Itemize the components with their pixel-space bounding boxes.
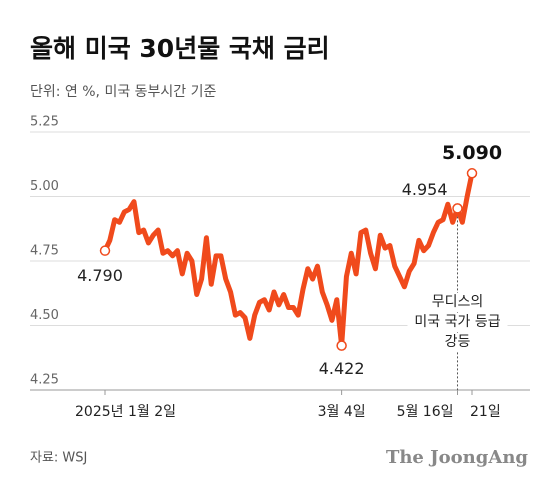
annotation-bg <box>407 313 508 331</box>
x-tick-label: 3월 4일 <box>318 404 366 420</box>
annotation: 강등 <box>445 334 471 350</box>
annotation: 무디스의 <box>432 294 484 310</box>
y-tick-label: 4.75 <box>30 244 59 259</box>
value-label: 4.790 <box>77 266 123 285</box>
annotation-bg <box>407 293 508 311</box>
line <box>102 170 475 349</box>
y-tick-label: 4.25 <box>30 373 59 388</box>
point-marker <box>452 203 463 214</box>
point-marker <box>466 168 478 179</box>
y-tick-label: 5.00 <box>30 179 59 194</box>
y-tick-label: 4.50 <box>30 308 59 323</box>
x-tick-label: 21일 <box>470 404 501 420</box>
chart-subtitle: 단위: 연 %, 미국 동부시간 기준 <box>30 84 217 100</box>
source: 자료: WSJ <box>30 451 87 466</box>
x-tick-label: 2025년 1월 2일 <box>75 404 176 420</box>
value-label: 4.954 <box>402 180 448 199</box>
value-label: 5.090 <box>442 142 502 164</box>
y-tick-label: 5.25 <box>30 115 59 130</box>
annotation: 미국 국가 등급 <box>414 314 500 330</box>
annotation-bg <box>407 333 508 351</box>
x-tick-label: 5월 16일 <box>397 404 454 420</box>
point-marker <box>99 245 111 256</box>
value-label: 4.422 <box>319 359 365 378</box>
point-marker <box>336 340 347 351</box>
logo: The JoongAng <box>386 447 528 468</box>
chart-title: 올해 미국 30년물 국채 금리 <box>30 34 330 63</box>
